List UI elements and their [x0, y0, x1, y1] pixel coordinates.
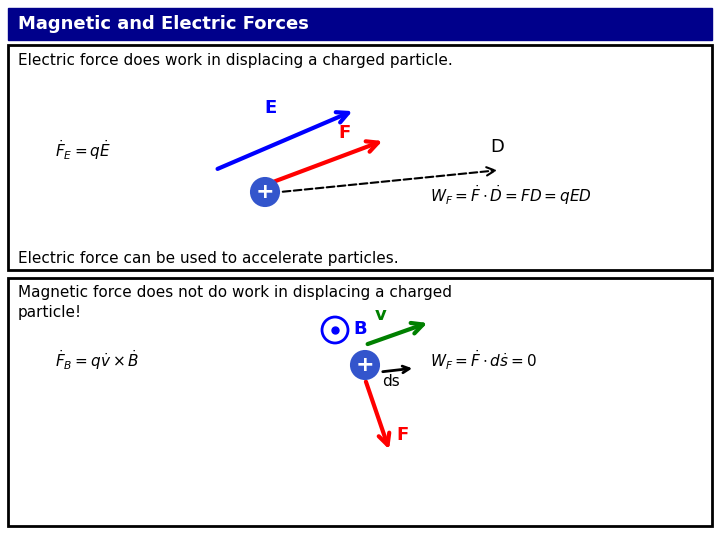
Text: B: B	[353, 320, 366, 338]
Text: E: E	[264, 99, 276, 117]
Text: particle!: particle!	[18, 305, 82, 320]
Text: ds: ds	[382, 375, 400, 389]
Text: D: D	[490, 138, 504, 156]
Text: Magnetic and Electric Forces: Magnetic and Electric Forces	[18, 15, 309, 33]
Text: Magnetic force does not do work in displacing a charged: Magnetic force does not do work in displ…	[18, 285, 452, 300]
Circle shape	[351, 351, 379, 379]
Text: +: +	[256, 182, 274, 202]
Text: Electric force does work in displacing a charged particle.: Electric force does work in displacing a…	[18, 52, 453, 68]
Text: $\dot{F}_E = q\dot{E}$: $\dot{F}_E = q\dot{E}$	[55, 138, 111, 162]
Circle shape	[322, 317, 348, 343]
Circle shape	[251, 178, 279, 206]
Text: Electric force can be used to accelerate particles.: Electric force can be used to accelerate…	[18, 251, 399, 266]
Text: F: F	[339, 124, 351, 142]
Bar	[8, 45, 712, 270]
Text: +: +	[356, 355, 374, 375]
Text: v: v	[375, 306, 387, 324]
Text: $W_F = \dot{F}\cdot\dot{D} = FD = qED$: $W_F = \dot{F}\cdot\dot{D} = FD = qED$	[430, 183, 592, 207]
Text: F: F	[396, 426, 408, 444]
Text: $W_F = \dot{F}\cdot d\dot{s} = 0$: $W_F = \dot{F}\cdot d\dot{s} = 0$	[430, 348, 537, 372]
Bar	[8, 278, 712, 526]
Text: $\dot{F}_B = q\dot{v}\times\dot{B}$: $\dot{F}_B = q\dot{v}\times\dot{B}$	[55, 348, 140, 372]
Bar	[8, 8, 712, 40]
